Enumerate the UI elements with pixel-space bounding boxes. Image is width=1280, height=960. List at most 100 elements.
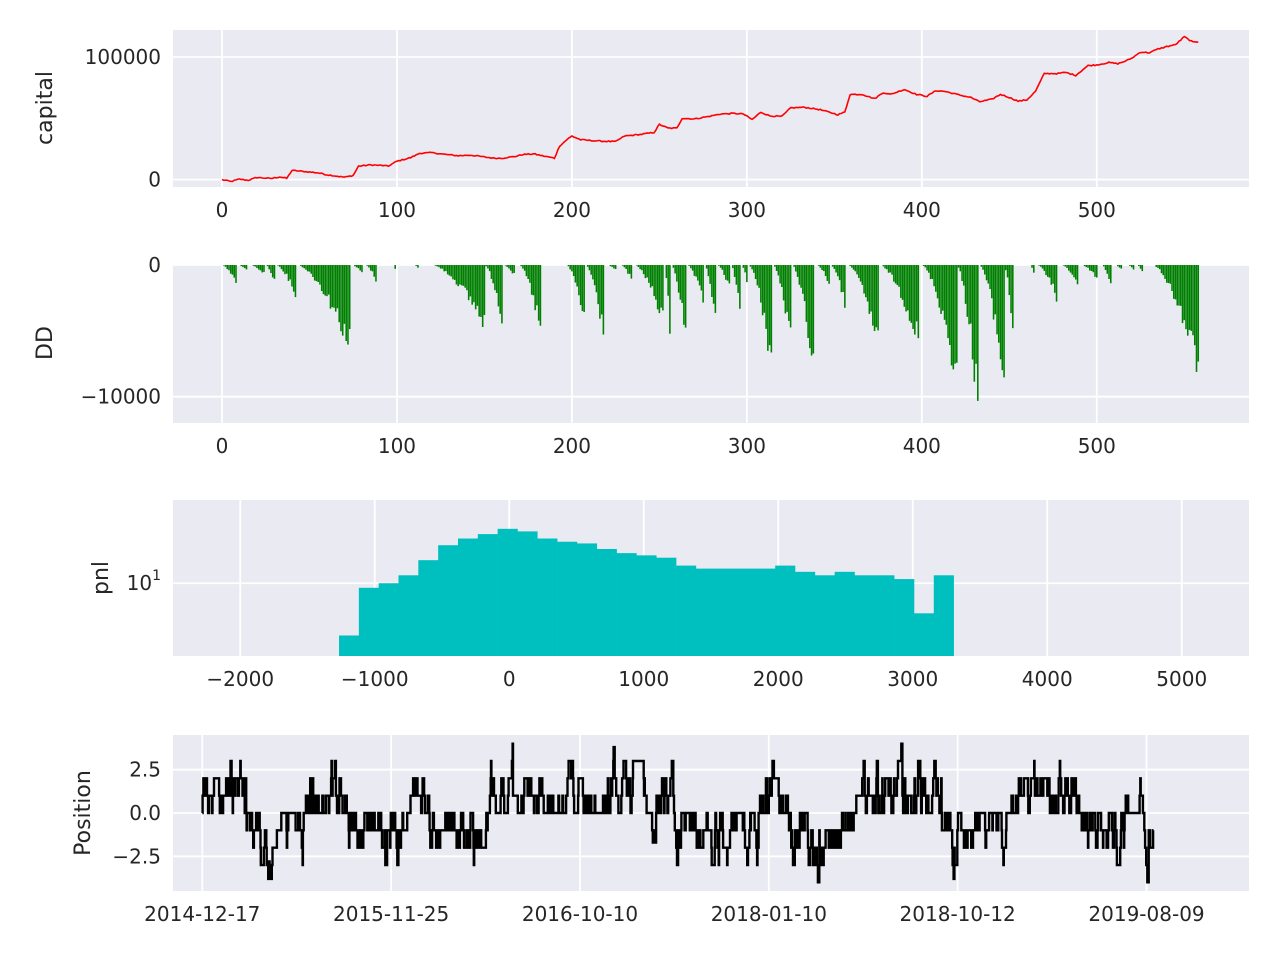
drawdown-bar xyxy=(761,265,764,316)
drawdown-bar xyxy=(744,265,746,273)
drawdown-bar xyxy=(812,265,815,354)
pnl-bin-bar xyxy=(755,568,776,656)
drawdown-bar xyxy=(777,265,780,276)
drawdown-bar xyxy=(625,265,627,270)
drawdown-bar xyxy=(889,265,892,273)
drawdown-bar xyxy=(970,265,972,324)
drawdown-y-axis-label: DD xyxy=(33,326,58,360)
drawdown-bar xyxy=(627,265,629,274)
drawdown-bar xyxy=(805,265,808,322)
drawdown-bar xyxy=(905,265,907,312)
drawdown-bar xyxy=(394,265,396,269)
drawdown-bar xyxy=(292,265,295,292)
drawdown-bar xyxy=(807,265,809,339)
drawdown-bar xyxy=(989,265,991,290)
drawdown-bar xyxy=(753,265,755,273)
position-line-layer xyxy=(201,742,1155,884)
drawdown-bar xyxy=(849,265,851,266)
drawdown-bar xyxy=(676,265,678,282)
drawdown-bar xyxy=(280,265,283,270)
drawdown-bar xyxy=(285,265,288,274)
drawdown-bar xyxy=(929,265,932,280)
drawdown-bar xyxy=(779,265,781,284)
y-tick-label: −10000 xyxy=(81,385,161,409)
drawdown-bar xyxy=(354,265,356,267)
drawdown-bar xyxy=(928,265,930,273)
pnl-bin-bar xyxy=(874,575,895,656)
drawdown-bar xyxy=(866,265,869,302)
y-tick-label: 0.0 xyxy=(129,801,161,825)
x-tick-label: 2015-11-25 xyxy=(333,902,449,926)
drawdown-bar xyxy=(961,265,963,282)
drawdown-bar xyxy=(662,265,664,311)
capital-y-axis-label: capital xyxy=(33,71,58,145)
drawdown-bar xyxy=(1108,265,1110,279)
drawdown-bar xyxy=(877,265,879,331)
pnl-bin-bar xyxy=(616,553,637,656)
drawdown-bar xyxy=(1089,265,1091,271)
pnl-bin-bar xyxy=(438,545,459,656)
drawdown-bar xyxy=(800,265,802,288)
drawdown-bar xyxy=(256,265,258,268)
drawdown-bar xyxy=(1130,265,1133,268)
pnl-bin-bar xyxy=(418,560,439,656)
drawdown-bar xyxy=(700,265,703,291)
drawdown-bar xyxy=(823,265,825,272)
x-tick-label: 300 xyxy=(728,434,766,458)
drawdown-bar xyxy=(621,265,624,266)
x-tick-label: 200 xyxy=(553,198,591,222)
drawdown-bar xyxy=(464,265,466,288)
x-tick-label: 2018-10-12 xyxy=(900,902,1016,926)
drawdown-bar xyxy=(1066,265,1068,268)
drawdown-bar xyxy=(789,265,792,328)
drawdown-bar xyxy=(270,265,272,274)
drawdown-bar xyxy=(726,265,729,281)
capital-plot-area xyxy=(173,30,1249,187)
drawdown-bar xyxy=(917,265,920,339)
drawdown-bar xyxy=(707,265,710,277)
drawdown-bar xyxy=(968,265,970,325)
drawdown-bar xyxy=(873,265,876,332)
drawdown-bar xyxy=(831,265,834,267)
drawdown-bars-layer xyxy=(222,265,1200,401)
pnl-bin-bar xyxy=(557,541,578,656)
x-tick-label: 200 xyxy=(553,434,591,458)
drawdown-bar xyxy=(417,265,419,268)
drawdown-bar xyxy=(1178,265,1180,306)
drawdown-bar xyxy=(506,265,508,267)
drawdown-bar xyxy=(721,265,724,270)
drawdown-bar xyxy=(711,265,713,297)
x-tick-label: 3000 xyxy=(887,667,938,691)
drawdown-bar xyxy=(266,265,269,267)
drawdown-bar xyxy=(1083,265,1086,267)
drawdown-bar xyxy=(732,265,734,269)
drawdown-bar xyxy=(240,265,243,267)
drawdown-bar xyxy=(835,265,837,273)
x-tick-label: 100 xyxy=(378,198,416,222)
x-tick-label: −1000 xyxy=(341,667,409,691)
pnl-y-tick-labels: 101 xyxy=(127,568,161,595)
pnl-bin-bar xyxy=(477,534,498,656)
drawdown-bar xyxy=(474,265,477,310)
drawdown-bar xyxy=(774,265,776,267)
drawdown-bar xyxy=(368,265,370,268)
drawdown-bar xyxy=(446,265,449,275)
drawdown-bar xyxy=(922,265,925,266)
x-tick-label: 500 xyxy=(1078,434,1116,458)
pnl-bin-bar xyxy=(636,555,657,656)
drawdown-bar xyxy=(571,265,573,272)
drawdown-bar xyxy=(943,265,946,320)
x-tick-label: −2000 xyxy=(206,667,274,691)
pnl-bin-bar xyxy=(814,575,835,656)
drawdown-bar xyxy=(760,265,762,303)
pnl-bin-bar xyxy=(676,565,697,656)
drawdown-bar xyxy=(459,265,461,285)
drawdown-bar xyxy=(793,265,795,267)
drawdown-bar xyxy=(798,265,801,285)
drawdown-bar xyxy=(1118,265,1121,268)
x-tick-label: 2000 xyxy=(753,667,804,691)
drawdown-bar xyxy=(525,265,528,277)
drawdown-bar xyxy=(987,265,990,284)
drawdown-bar xyxy=(467,265,470,301)
